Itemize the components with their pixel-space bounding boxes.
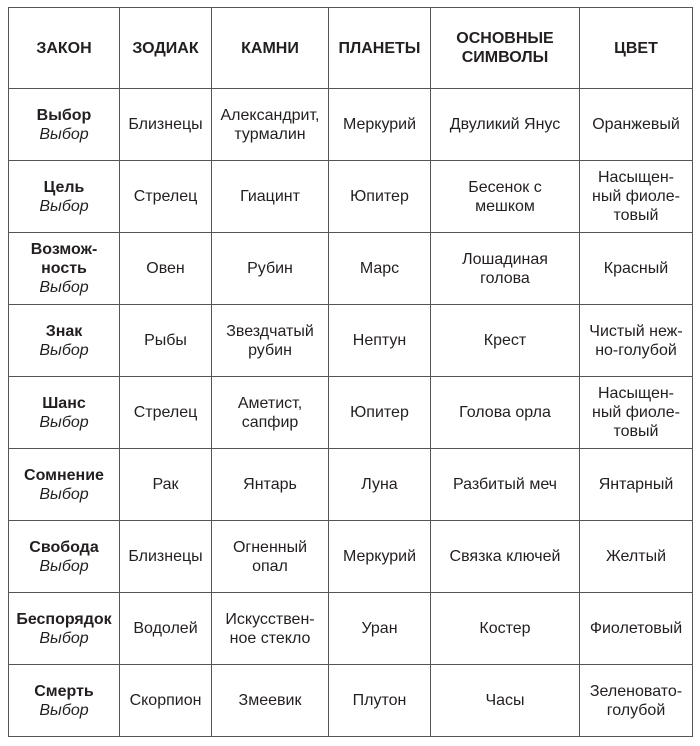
law-name: Сомнение (24, 466, 104, 484)
stones-cell: Искусствен- ное стекло (211, 592, 329, 665)
header-zodiac: ЗОДИАК (119, 7, 212, 89)
header-row: ЗАКОН ЗОДИАК КАМНИ ПЛАНЕТЫ ОСНОВНЫЕ СИМВ… (8, 7, 693, 89)
planet-cell: Меркурий (328, 520, 431, 593)
table-row: Шанс Выбор Стрелец Аметист, сапфир Юпитер Гол… (8, 376, 693, 449)
zodiac-cell: Овен (119, 232, 212, 305)
zodiac-cell: Рак (119, 448, 212, 521)
table-row: Смерть Выбор Скорпион Змеевик Плутон Часы Зеле… (8, 664, 693, 737)
zodiac-cell: Стрелец (119, 376, 212, 449)
planet-cell: Марс (328, 232, 431, 305)
symbol-cell: Связка ключей (430, 520, 580, 593)
zodiac-cell: Стрелец (119, 160, 212, 233)
correspondence-table: ЗАКОН ЗОДИАК КАМНИ ПЛАНЕТЫ ОСНОВНЫЕ СИМВ… (8, 7, 693, 737)
color-cell: Фиолетовый (579, 592, 693, 665)
planet-cell: Плутон (328, 664, 431, 737)
table-row: Знак Выбор Рыбы Звездчатый рубин Нептун Крест… (8, 304, 693, 377)
color-cell: Оранжевый (579, 88, 693, 161)
law-subtitle: Выбор (39, 341, 89, 359)
law-subtitle: Выбор (39, 557, 89, 575)
color-cell: Желтый (579, 520, 693, 593)
table-row: Цель Выбор Стрелец Гиацинт Юпитер Бесенок с м… (8, 160, 693, 233)
law-cell: Смерть Выбор (8, 664, 120, 737)
table-row: Свобода Выбор Близнецы Огненный опал Меркури… (8, 520, 693, 593)
color-cell: Чистый неж- но-голубой (579, 304, 693, 377)
law-cell: Цель Выбор (8, 160, 120, 233)
law-name: Свобода (29, 538, 99, 556)
symbol-cell: Разбитый меч (430, 448, 580, 521)
header-stones: КАМНИ (211, 7, 329, 89)
header-law: ЗАКОН (8, 7, 120, 89)
color-cell: Насыщен- ный фиоле- товый (579, 376, 693, 449)
law-name: Шанс (42, 394, 86, 412)
symbol-cell: Костер (430, 592, 580, 665)
law-cell: Беспорядок Выбор (8, 592, 120, 665)
stones-cell: Змеевик (211, 664, 329, 737)
stones-cell: Звездчатый рубин (211, 304, 329, 377)
color-cell: Насыщен- ный фиоле- товый (579, 160, 693, 233)
law-subtitle: Выбор (39, 701, 89, 719)
law-subtitle: Выбор (39, 413, 89, 431)
planet-cell: Луна (328, 448, 431, 521)
law-subtitle: Выбор (39, 197, 89, 215)
symbol-cell: Часы (430, 664, 580, 737)
zodiac-cell: Близнецы (119, 520, 212, 593)
planet-cell: Уран (328, 592, 431, 665)
law-cell: Сомнение Выбор (8, 448, 120, 521)
law-name: Беспорядок (16, 610, 112, 628)
law-cell: Знак Выбор (8, 304, 120, 377)
table-row: Беспорядок Выбор Водолей Искусствен- ное ст… (8, 592, 693, 665)
stones-cell: Александрит, турмалин (211, 88, 329, 161)
stones-cell: Аметист, сапфир (211, 376, 329, 449)
law-name: Возмож- ность (30, 241, 98, 277)
law-name: Выбор (36, 106, 92, 124)
law-name: Цель (43, 178, 85, 196)
symbol-cell: Крест (430, 304, 580, 377)
law-cell: Выбор Выбор (8, 88, 120, 161)
planet-cell: Меркурий (328, 88, 431, 161)
header-planets: ПЛАНЕТЫ (328, 7, 431, 89)
symbol-cell: Голова орла (430, 376, 580, 449)
zodiac-cell: Водолей (119, 592, 212, 665)
zodiac-cell: Близнецы (119, 88, 212, 161)
law-subtitle: Выбор (39, 629, 89, 647)
law-name: Знак (45, 322, 83, 340)
table-row: Выбор Выбор Близнецы Александрит, турмалин М… (8, 88, 693, 161)
table-row: Возмож- ность Выбор Овен Рубин Марс Лошадиная… (8, 232, 693, 305)
header-symbols: ОСНОВНЫЕ СИМВОЛЫ (430, 7, 580, 89)
zodiac-cell: Рыбы (119, 304, 212, 377)
stones-cell: Янтарь (211, 448, 329, 521)
color-cell: Янтарный (579, 448, 693, 521)
symbol-cell: Лошадиная голова (430, 232, 580, 305)
stones-cell: Рубин (211, 232, 329, 305)
law-cell: Свобода Выбор (8, 520, 120, 593)
stones-cell: Огненный опал (211, 520, 329, 593)
law-subtitle: Выбор (39, 485, 89, 503)
law-subtitle: Выбор (39, 125, 89, 143)
symbol-cell: Бесенок с мешком (430, 160, 580, 233)
planet-cell: Юпитер (328, 160, 431, 233)
header-color: ЦВЕТ (579, 7, 693, 89)
law-cell: Возмож- ность Выбор (8, 232, 120, 305)
stones-cell: Гиацинт (211, 160, 329, 233)
color-cell: Зеленовато- голубой (579, 664, 693, 737)
law-subtitle: Выбор (39, 279, 89, 296)
table-row: Сомнение Выбор Рак Янтарь Луна Разбитый меч Ян… (8, 448, 693, 521)
law-cell: Шанс Выбор (8, 376, 120, 449)
color-cell: Красный (579, 232, 693, 305)
planet-cell: Нептун (328, 304, 431, 377)
zodiac-cell: Скорпион (119, 664, 212, 737)
planet-cell: Юпитер (328, 376, 431, 449)
symbol-cell: Двуликий Янус (430, 88, 580, 161)
law-name: Смерть (34, 682, 94, 700)
